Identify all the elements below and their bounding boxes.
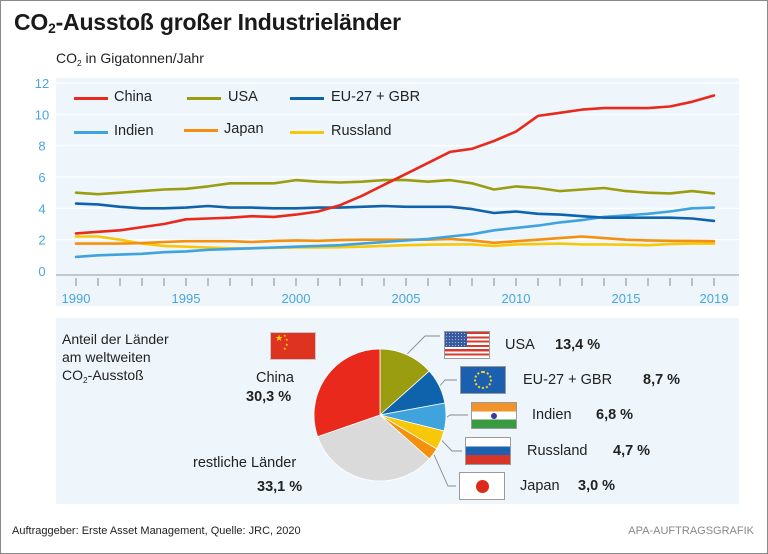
legend-label-china: China <box>114 89 152 105</box>
leader-line <box>446 414 468 418</box>
x-tick-label: 2010 <box>502 291 531 306</box>
pie-label-eu-name: EU-27 + GBR <box>523 372 613 388</box>
chart-title: CO2-Ausstoß großer Industrieländer <box>14 9 401 36</box>
pie-label-china-value: 30,3 % <box>246 389 292 405</box>
pie-label-russland-name: Russland <box>527 443 588 459</box>
legend-swatch-russland <box>290 131 324 134</box>
legend-swatch-usa <box>187 97 221 100</box>
y-tick-label: 2 <box>38 233 45 248</box>
flag-india-icon <box>471 402 517 429</box>
flag-japan-icon <box>459 472 505 500</box>
y-tick-label: 10 <box>35 107 49 122</box>
y-axis-unit-label: CO2 in Gigatonnen/Jahr <box>56 50 204 68</box>
x-tick-label: 1990 <box>62 291 91 306</box>
y-tick-label: 12 <box>35 76 49 91</box>
flag-china-icon: ★ ★ ★ ★ ★ <box>270 332 316 360</box>
pie-label-usa-value: 13,4 % <box>555 337 601 353</box>
y-tick-label: 8 <box>38 139 45 154</box>
legend-label-indien: Indien <box>114 123 154 139</box>
series-line-eu-27-gbr <box>74 202 716 223</box>
pie-heading: Anteil der Länder am weltweiten CO2-Auss… <box>62 331 169 385</box>
credit-note: APA-AUFTRAGSGRAFIK <box>628 525 754 537</box>
legend-swatch-japan <box>184 129 218 132</box>
pie-label-indien-name: Indien <box>532 407 572 423</box>
x-tick-label: 2019 <box>700 291 729 306</box>
x-tick-label: 2000 <box>282 291 311 306</box>
flag-usa-icon <box>444 331 490 359</box>
x-tick-label: 2005 <box>392 291 421 306</box>
pie-slice-restliche-l-nder <box>317 414 430 482</box>
pie-label-rest-value: 33,1 % <box>257 479 303 495</box>
x-tick-label: 1995 <box>172 291 201 306</box>
leader-line <box>439 379 457 386</box>
series-line-china <box>74 94 716 235</box>
legend-label-eu: EU-27 + GBR <box>331 89 421 105</box>
pie-label-usa-name: USA <box>505 337 535 353</box>
leader-line <box>407 335 440 355</box>
pie-label-russland-value: 4,7 % <box>613 443 651 459</box>
pie-label-eu-value: 8,7 % <box>643 372 681 388</box>
pie-label-japan-name: Japan <box>520 478 560 494</box>
legend-swatch-eu <box>290 97 324 100</box>
pie-label-china-name: China <box>256 370 294 386</box>
leader-line <box>441 440 462 452</box>
legend-swatch-china <box>74 97 108 100</box>
flag-russia-icon <box>465 437 511 465</box>
x-tick-label: 2015 <box>612 291 641 306</box>
series-line-japan <box>74 235 716 245</box>
pie-slice-china <box>313 348 381 438</box>
y-tick-label: 6 <box>38 170 45 185</box>
series-line-russland <box>74 235 716 250</box>
y-tick-label: 4 <box>38 201 45 216</box>
flag-eu-icon <box>460 366 506 394</box>
y-tick-label: 0 <box>38 264 45 279</box>
legend-label-japan: Japan <box>224 121 264 137</box>
legend-label-russland: Russland <box>331 123 392 139</box>
pie-slice-usa <box>379 348 430 416</box>
pie-label-indien-value: 6,8 % <box>596 407 634 423</box>
legend-swatch-indien <box>74 131 108 134</box>
leader-line <box>433 454 456 487</box>
pie-label-japan-value: 3,0 % <box>578 478 616 494</box>
pie-label-rest-name: restliche Länder <box>193 455 297 471</box>
legend-label-usa: USA <box>228 89 258 105</box>
source-note: Auftraggeber: Erste Asset Management, Qu… <box>12 525 301 537</box>
